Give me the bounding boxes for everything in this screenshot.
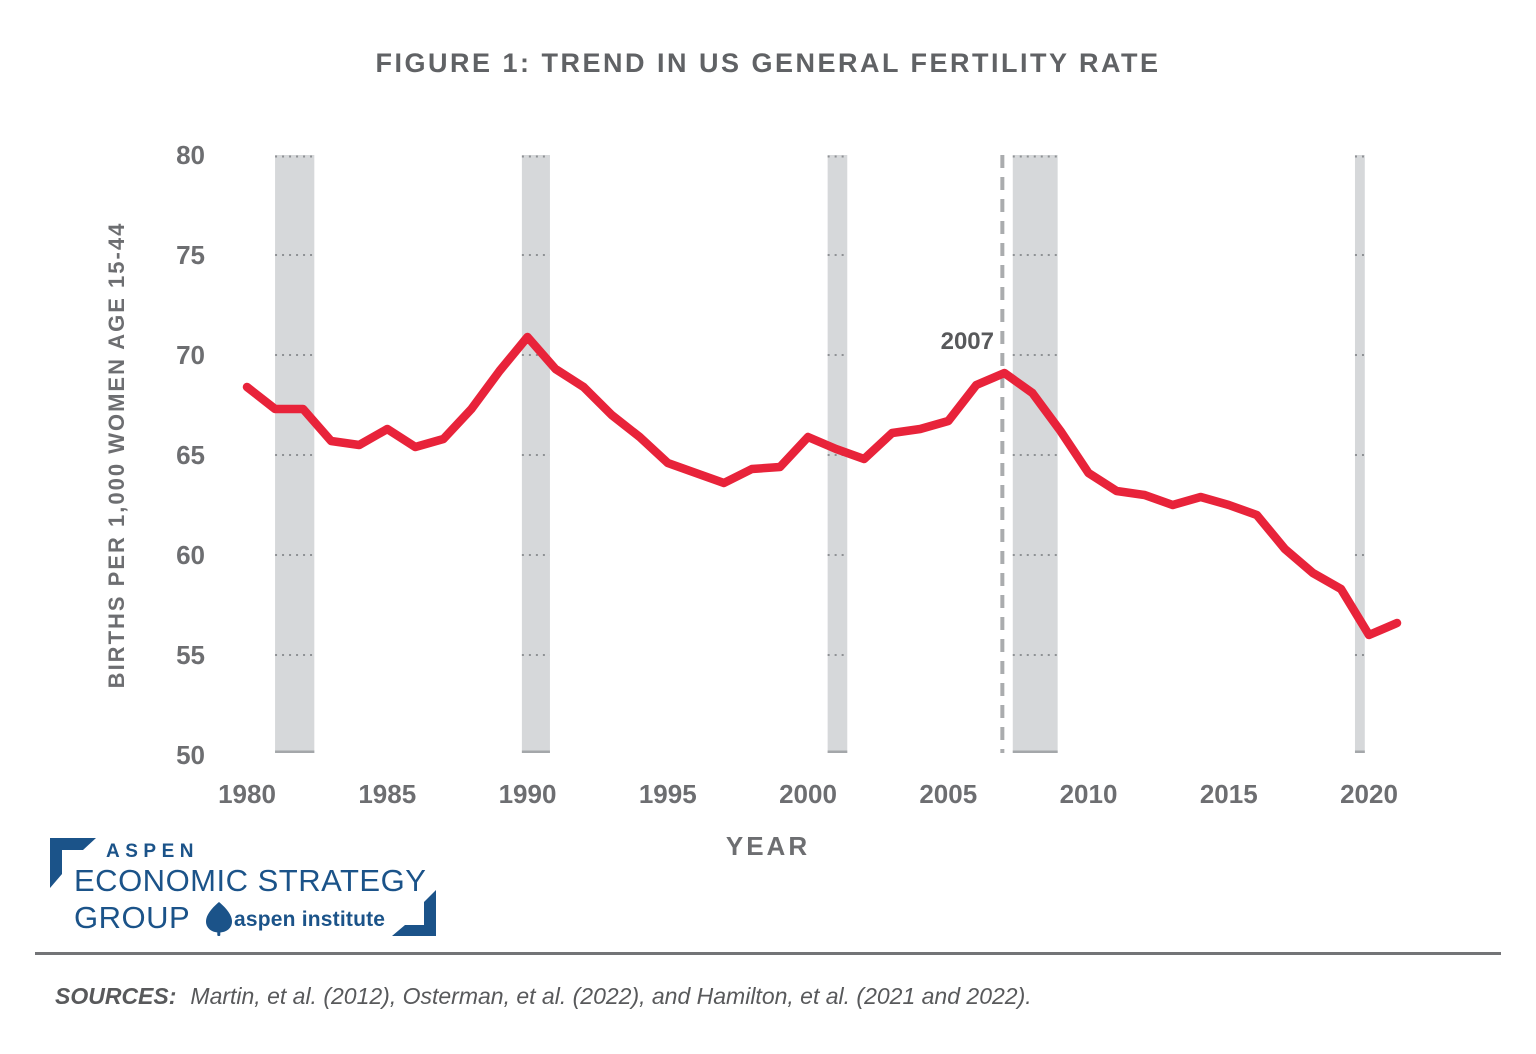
y-tick-label: 80 bbox=[176, 140, 205, 170]
logo-text-group: GROUP bbox=[74, 900, 191, 935]
y-tick-label: 60 bbox=[176, 540, 205, 570]
recession-band-bottom-edge bbox=[1012, 750, 1058, 753]
y-tick-label: 70 bbox=[176, 340, 205, 370]
x-tick-label: 2020 bbox=[1340, 779, 1398, 809]
x-tick-label: 1985 bbox=[358, 779, 417, 809]
annotation-2007-label: 2007 bbox=[940, 328, 994, 355]
x-tick-label: 2015 bbox=[1199, 779, 1258, 809]
recession-band bbox=[275, 155, 315, 753]
recession-band-bottom-edge bbox=[827, 750, 848, 753]
recession-band bbox=[827, 155, 848, 753]
x-tick-label: 1980 bbox=[218, 779, 276, 809]
aspen-esg-logo: ASPEN ECONOMIC STRATEGY GROUP aspen inst… bbox=[50, 838, 445, 938]
sources-divider-rule bbox=[35, 952, 1501, 955]
y-tick-label: 55 bbox=[176, 640, 205, 670]
logo-text-economic-strategy: ECONOMIC STRATEGY bbox=[74, 863, 427, 898]
logo-corner-bracket-top-left bbox=[50, 838, 96, 888]
recession-band-bottom-edge bbox=[1354, 750, 1365, 753]
x-axis-title: YEAR bbox=[725, 831, 811, 861]
x-tick-label: 2005 bbox=[919, 779, 978, 809]
sources-note: SOURCES: Martin, et al. (2012), Osterman,… bbox=[55, 983, 1505, 1010]
x-tick-label: 2010 bbox=[1059, 779, 1118, 809]
figure-title: FIGURE 1: TREND IN US GENERAL FERTILITY … bbox=[375, 48, 1161, 78]
recession-band-bottom-edge bbox=[275, 750, 315, 753]
recession-band bbox=[1354, 155, 1365, 753]
x-tick-label: 1995 bbox=[638, 779, 697, 809]
recession-band-bottom-edge bbox=[521, 750, 550, 753]
logo-text-aspen-institute: aspen institute bbox=[234, 908, 386, 931]
x-tick-label: 2000 bbox=[779, 779, 837, 809]
y-tick-label: 50 bbox=[176, 740, 205, 770]
logo-corner-bracket-bottom-right bbox=[392, 890, 436, 936]
sources-label: SOURCES: bbox=[55, 983, 177, 1009]
y-tick-label: 75 bbox=[176, 240, 205, 270]
y-tick-label: 65 bbox=[176, 440, 205, 470]
x-tick-label: 1990 bbox=[498, 779, 557, 809]
logo-text-aspen: ASPEN bbox=[106, 841, 199, 862]
sources-text: Martin, et al. (2012), Osterman, et al. … bbox=[190, 983, 1032, 1009]
fertility-rate-line bbox=[242, 332, 1402, 640]
aspen-leaf-icon bbox=[206, 902, 232, 936]
